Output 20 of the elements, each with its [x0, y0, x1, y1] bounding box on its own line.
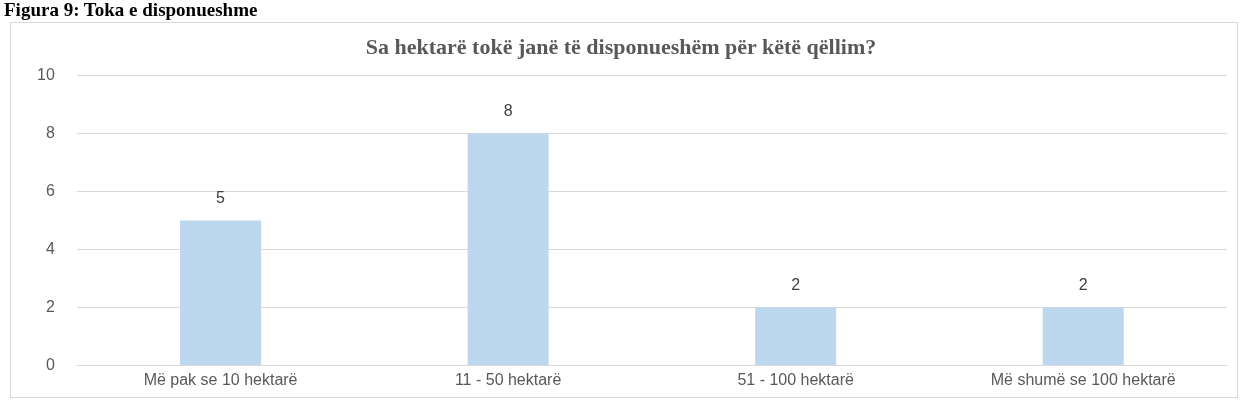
y-tick-label: 8	[45, 123, 55, 141]
y-tick-label: 10	[37, 65, 55, 83]
y-tick-label: 4	[45, 239, 55, 257]
y-tick-label: 0	[45, 355, 55, 373]
y-tick-label: 6	[45, 181, 55, 199]
chart-title: Sa hektarë tokë janë të disponueshëm për këtë qëllim?	[365, 33, 877, 59]
y-tick-label: 2	[45, 297, 55, 315]
x-tick-label: Më pak se 10 hektarë	[143, 371, 298, 389]
bar	[755, 307, 837, 365]
data-label: 2	[791, 275, 801, 293]
data-label: 8	[503, 101, 513, 119]
bar	[467, 133, 549, 365]
x-tick-label: 51 - 100 hektarë	[737, 371, 855, 389]
text: Figura 9: Toka e disponueshme	[4, 0, 259, 22]
data-label: 2	[1078, 275, 1088, 293]
x-tick-label: Më shumë se 100 hektarë	[990, 371, 1176, 389]
data-label: 5	[216, 188, 226, 206]
x-tick-label: 11 - 50 hektarë	[454, 371, 562, 389]
bar	[180, 220, 262, 365]
bar	[1042, 307, 1124, 365]
